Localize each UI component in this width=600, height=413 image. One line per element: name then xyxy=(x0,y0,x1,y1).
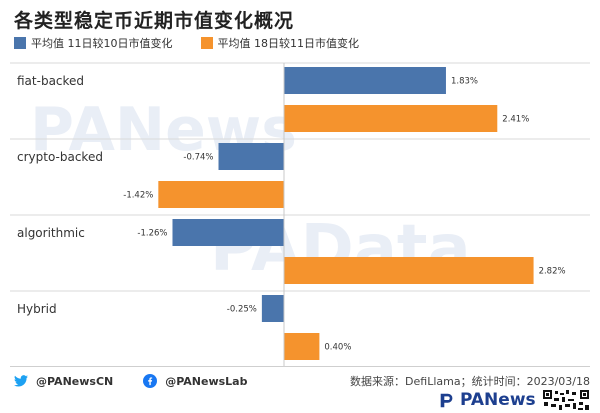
brand-logo: PANews xyxy=(438,390,536,410)
bar xyxy=(218,143,284,170)
legend-label-series-1: 平均值 11日较10日市值变化 xyxy=(31,37,173,50)
category-label: fiat-backed xyxy=(17,74,84,88)
legend-item-series-1: 平均值 11日较10日市值变化 xyxy=(14,35,173,51)
data-label: -0.25% xyxy=(227,305,257,315)
bar xyxy=(284,67,446,94)
twitter-icon xyxy=(14,374,28,388)
data-source-note: 数据来源：DefiLlama；统计时间：2023/03/18 xyxy=(350,375,590,388)
footer: @PANewsCN @PANewsLab 数据来源：DefiLlama；统计时间… xyxy=(14,372,590,390)
data-label: 0.40% xyxy=(324,343,351,353)
bar xyxy=(172,219,284,246)
qr-code-icon xyxy=(542,389,590,411)
facebook-handle-text: @PANewsLab xyxy=(165,374,248,388)
footer-divider xyxy=(10,366,590,367)
data-label: -1.42% xyxy=(123,191,153,201)
data-label: 2.82% xyxy=(539,267,566,277)
data-label: -1.26% xyxy=(137,229,167,239)
facebook-icon xyxy=(143,374,158,388)
facebook-handle[interactable]: @PANewsLab xyxy=(143,374,247,388)
category-label: algorithmic xyxy=(17,226,85,240)
bar xyxy=(284,105,498,132)
twitter-handle[interactable]: @PANewsCN xyxy=(14,374,113,388)
category-label: crypto-backed xyxy=(17,150,103,164)
legend: 平均值 11日较10日市值变化 平均值 18日较11日市值变化 xyxy=(14,36,387,50)
bar-chart: fiat-backed 1.83% 2.41% crypto-backed -0.74%… xyxy=(10,62,590,366)
bar xyxy=(261,295,284,322)
bar xyxy=(284,257,534,284)
legend-item-series-2: 平均值 18日较11日市值变化 xyxy=(200,35,360,51)
bar xyxy=(284,333,320,360)
legend-label-series-2: 平均值 18日较11日市值变化 xyxy=(217,37,360,50)
legend-swatch-series-2 xyxy=(200,37,213,49)
twitter-handle-text: @PANewsCN xyxy=(36,374,114,388)
brand-name: PANews xyxy=(460,390,536,410)
legend-swatch-series-1 xyxy=(14,37,26,49)
chart-title: 各类型稳定币近期市值变化概况 xyxy=(14,10,295,32)
data-label: -0.74% xyxy=(183,153,213,163)
data-label: 2.41% xyxy=(502,115,529,125)
data-label: 1.83% xyxy=(451,77,478,87)
bar xyxy=(158,181,284,208)
panews-logo-icon xyxy=(440,393,453,408)
category-label: Hybrid xyxy=(17,302,57,316)
